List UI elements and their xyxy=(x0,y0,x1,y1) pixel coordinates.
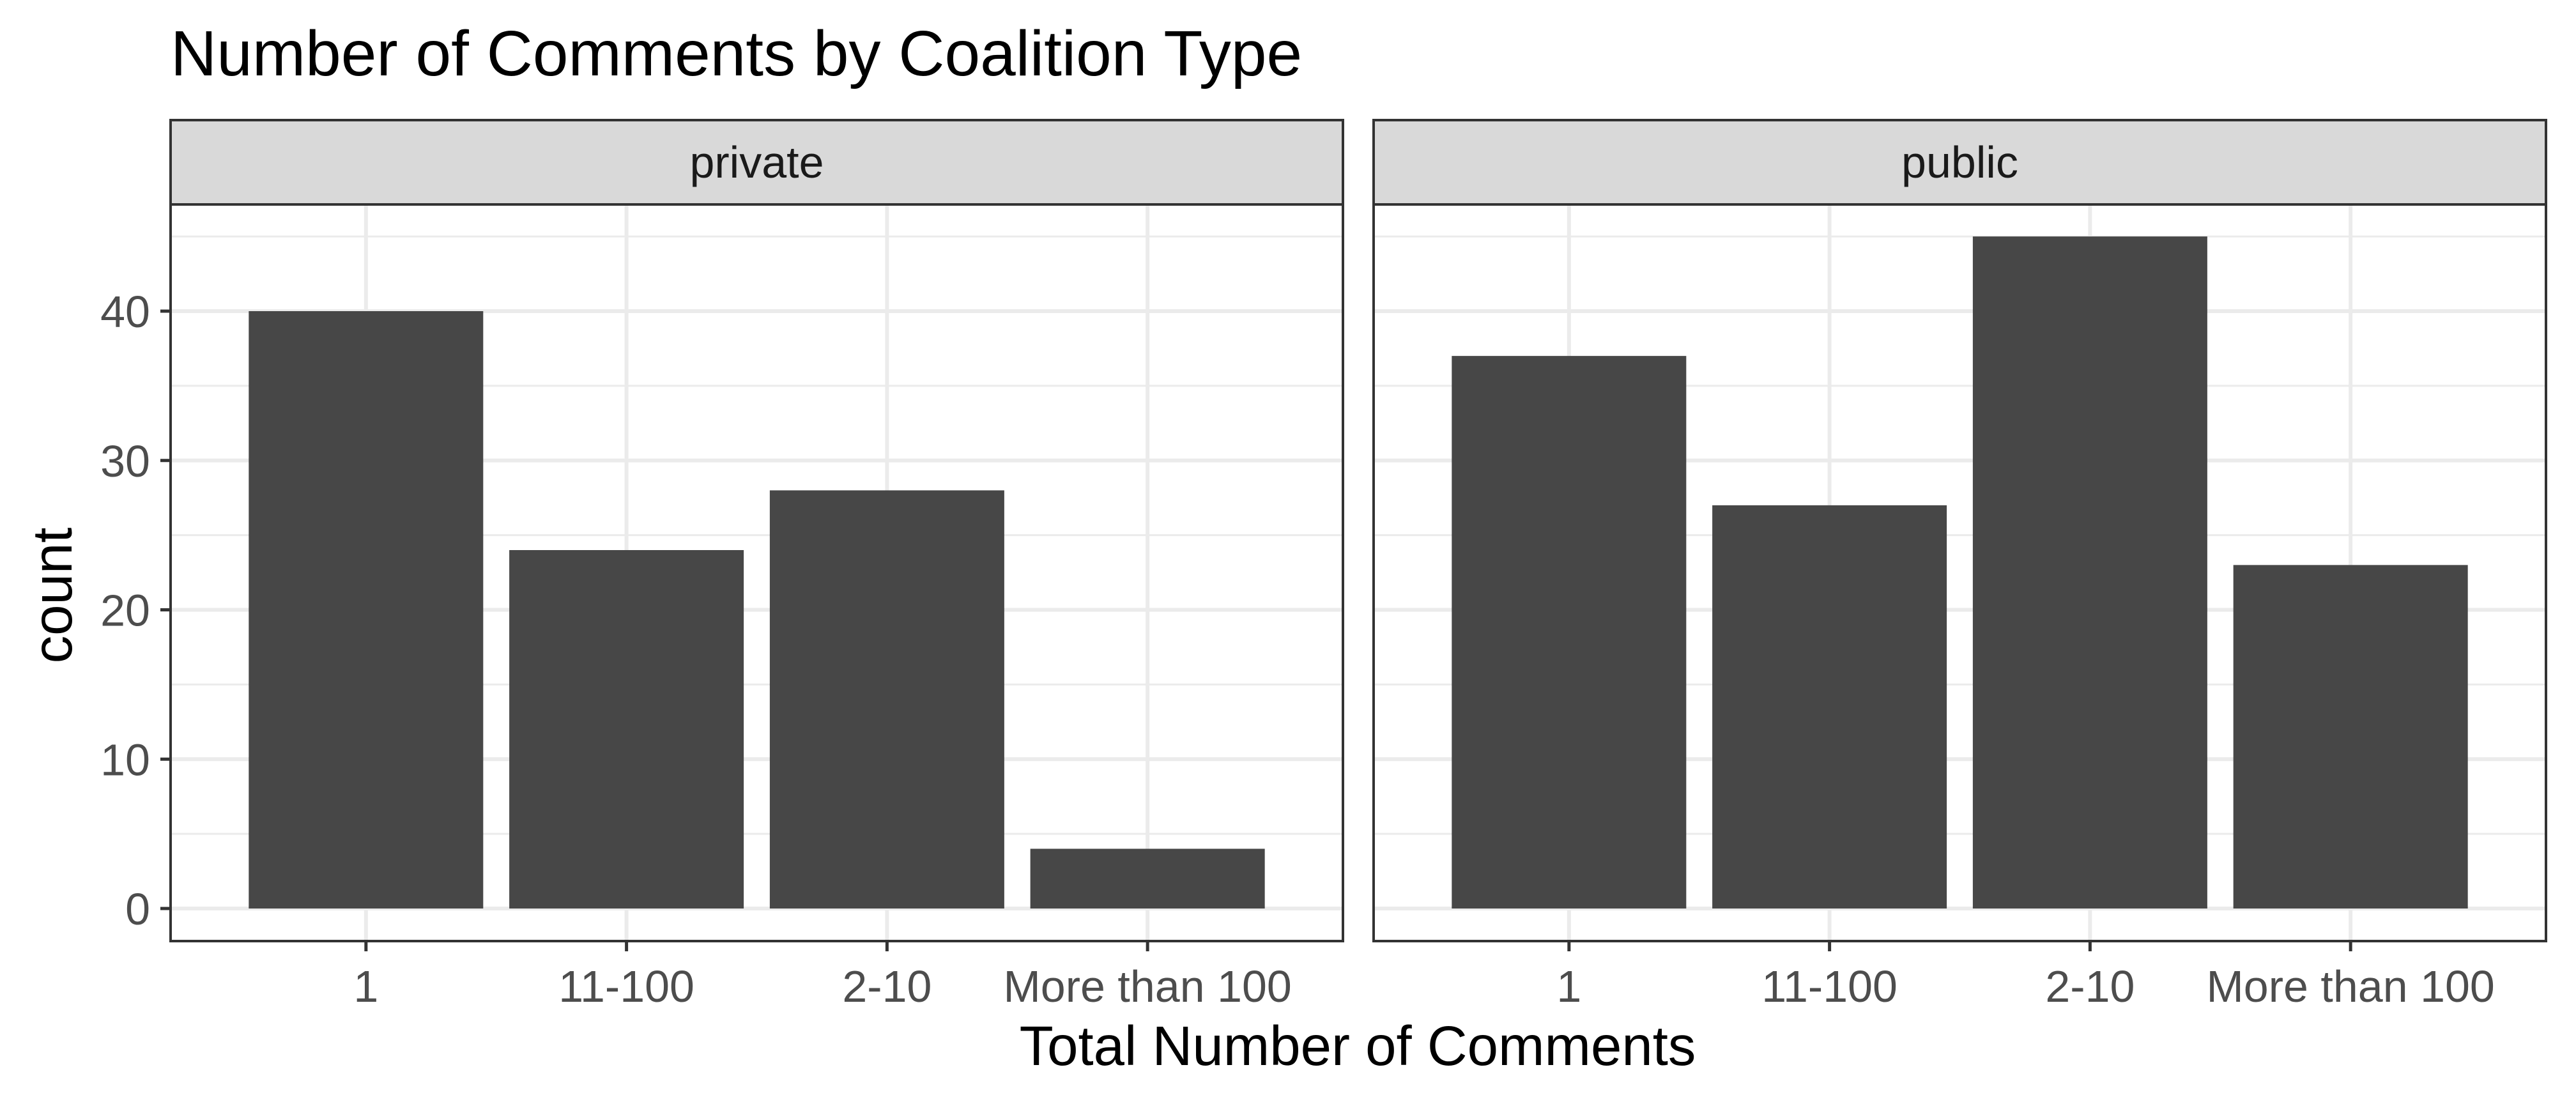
x-tick-label: 11-100 xyxy=(1761,962,1897,1011)
x-tick-label: More than 100 xyxy=(1003,962,1291,1011)
facet-panel-public: public 1 11-100 2-10 More than 100 xyxy=(1372,119,2547,1011)
facet-strip-label: private xyxy=(689,137,824,187)
y-tick-label: 20 xyxy=(100,586,150,636)
x-tick-label: 1 xyxy=(353,962,378,1011)
x-tick-label: 2-10 xyxy=(842,962,931,1011)
y-tick-label: 40 xyxy=(100,287,150,337)
bar-private-1 xyxy=(249,311,484,908)
y-tick-label: 0 xyxy=(125,884,150,934)
y-tick-label: 10 xyxy=(100,735,150,785)
facet-panels: private 1 11-100 2-10 More than 100 public 1 11… xyxy=(100,119,2547,1011)
y-axis: 0 10 20 30 40 xyxy=(100,287,171,934)
x-tick-label: More than 100 xyxy=(2206,962,2494,1011)
y-tick-label: 30 xyxy=(100,436,150,486)
bar-private-2-10 xyxy=(769,490,1004,908)
bar-public-1 xyxy=(1452,356,1687,908)
y-axis-title: count xyxy=(22,528,84,664)
facet-strip-label: public xyxy=(1901,137,2018,187)
facet-panel-private: private 1 11-100 2-10 More than 100 xyxy=(169,119,1344,1011)
x-tick-label: 2-10 xyxy=(2045,962,2135,1011)
bar-public-More than 100 xyxy=(2233,565,2468,908)
x-tick-label: 11-100 xyxy=(558,962,694,1011)
bar-private-More than 100 xyxy=(1030,848,1265,908)
bar-public-2-10 xyxy=(1972,236,2207,908)
x-tick-label: 1 xyxy=(1556,962,1581,1011)
facet-strip xyxy=(1372,119,2547,206)
chart-title: Number of Comments by Coalition Type xyxy=(171,18,1302,89)
bar-public-11-100 xyxy=(1712,505,1947,908)
x-axis-title: Total Number of Comments xyxy=(1020,1015,1696,1077)
facet-strip xyxy=(169,119,1344,206)
bar-private-11-100 xyxy=(509,550,744,908)
